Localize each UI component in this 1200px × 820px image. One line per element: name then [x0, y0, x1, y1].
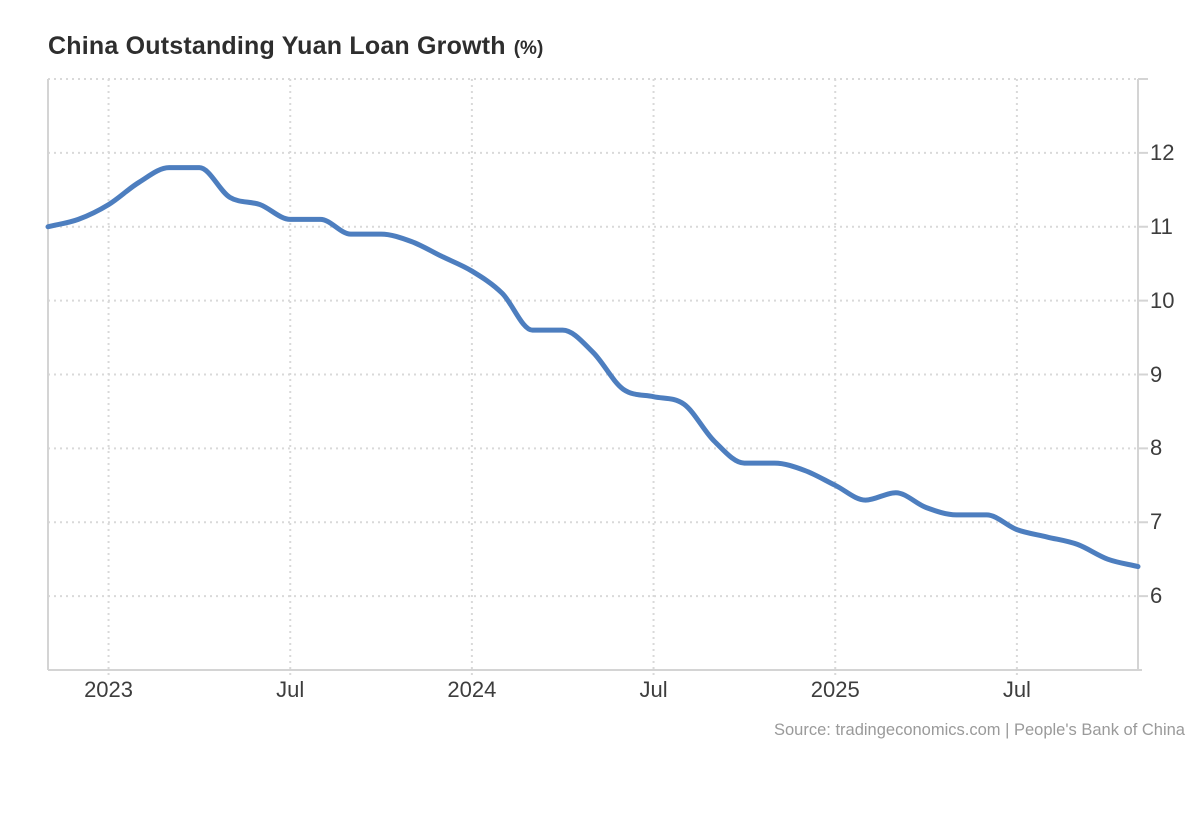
chart-title: China Outstanding Yuan Loan Growth (%) [48, 32, 543, 61]
loan-growth-line-series[interactable] [45, 165, 1141, 570]
y-axis-label: 10 [1150, 287, 1175, 313]
x-axis-label: Jul [639, 677, 668, 702]
x-axis-label: 2025 [810, 677, 860, 702]
x-axis-label: Jul [1002, 677, 1031, 702]
x-axis-label: 2024 [447, 677, 497, 702]
x-axis-label: 2023 [84, 677, 134, 702]
source-attribution: Source: tradingeconomics.com | People's … [774, 721, 1185, 739]
chart-title-unit: (%) [513, 38, 544, 59]
axis-layer [47, 78, 1148, 671]
y-axis-label: 11 [1150, 213, 1173, 239]
grid-layer [48, 78, 1138, 679]
chart-title-text: China Outstanding Yuan Loan Growth [48, 32, 506, 60]
y-axis-label: 7 [1150, 509, 1163, 535]
y-axis-label: 6 [1150, 583, 1163, 609]
y-axis-label: 9 [1150, 361, 1163, 387]
x-axis-label: Jul [276, 677, 305, 702]
y-axis-label: 8 [1150, 435, 1163, 461]
y-axis-label: 12 [1150, 139, 1175, 165]
